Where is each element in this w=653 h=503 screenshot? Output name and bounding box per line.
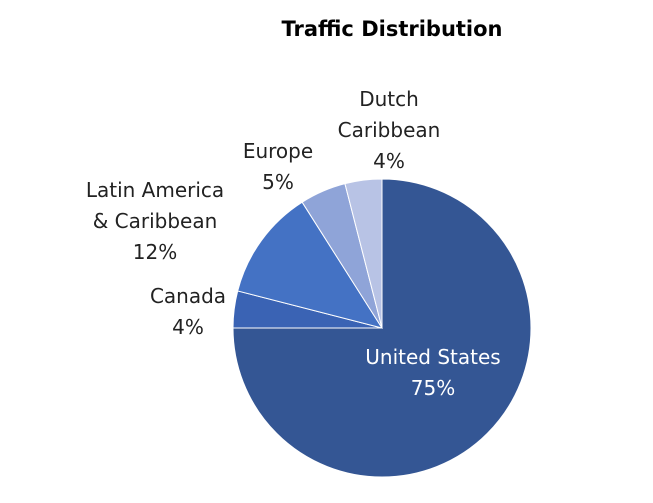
- slice-label-line: 12%: [133, 240, 177, 264]
- slice-label-line: 75%: [411, 376, 455, 400]
- pie-slice-0: [232, 178, 532, 478]
- slice-label-line: & Caribbean: [93, 209, 218, 233]
- slice-label-line: Dutch: [359, 87, 419, 111]
- slice-label-line: 4%: [373, 149, 405, 173]
- chart-title: Traffic Distribution: [281, 17, 502, 41]
- slice-label-4: Dutch Caribbean 4%: [338, 87, 441, 173]
- slice-label-1: Canada 4%: [150, 284, 226, 339]
- slice-label-3: Europe 5%: [243, 139, 313, 194]
- pie-slice-4: [344, 178, 383, 329]
- slice-label-line: 5%: [262, 170, 294, 194]
- slice-label-2: Latin America & Caribbean 12%: [86, 178, 224, 264]
- slice-label-line: 4%: [172, 315, 204, 339]
- slice-label-line: Canada: [150, 284, 226, 308]
- slice-label-line: Caribbean: [338, 118, 441, 142]
- pie-slice-2: [237, 201, 384, 329]
- slice-label-line: Europe: [243, 139, 313, 163]
- pie-labels: United States 75% Canada 4% Latin America & C…: [86, 87, 501, 400]
- slice-label-line: Latin America: [86, 178, 224, 202]
- pie-slices: [232, 178, 532, 478]
- slice-label-0: United States 75%: [365, 345, 500, 400]
- slice-label-line: United States: [365, 345, 500, 369]
